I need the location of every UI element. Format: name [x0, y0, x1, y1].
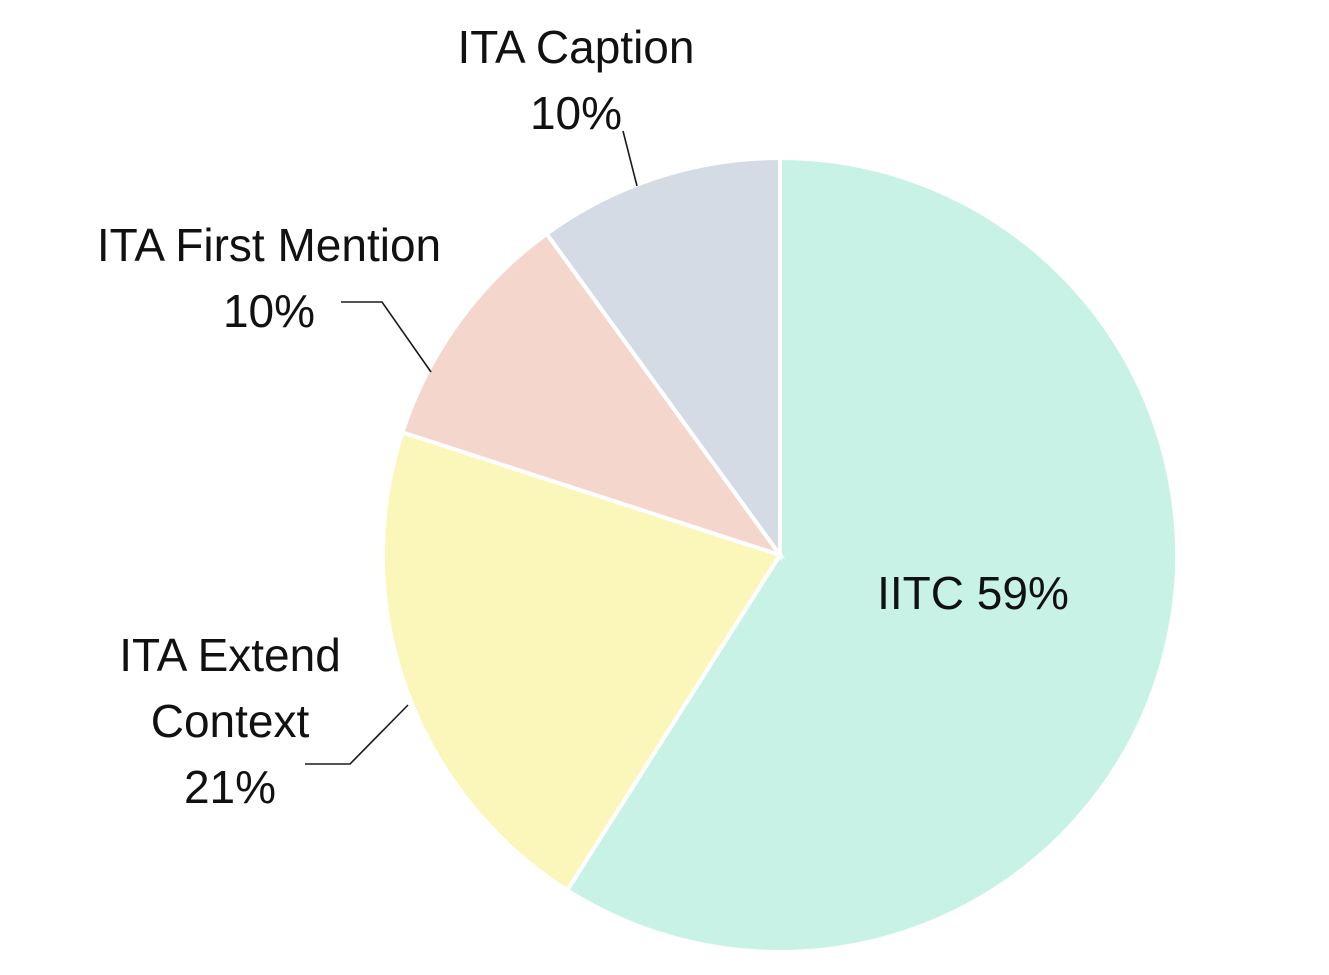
- leader-line-ita-first-mention: [341, 301, 432, 373]
- leader-line-ita-caption: [622, 130, 638, 187]
- data-label-ita-extend-context: ITA Extend Context 21%: [119, 629, 341, 813]
- data-label-line: ITA Extend: [119, 629, 341, 681]
- leader-lines: [305, 130, 638, 765]
- pie-slice-ita-extend-context: [381, 429, 784, 893]
- data-label-line: 10%: [530, 87, 622, 139]
- data-label-line: IITC 59%: [877, 567, 1069, 619]
- data-label-line: ITA Caption: [458, 21, 695, 73]
- data-label-line: 10%: [223, 285, 315, 337]
- data-label-line: ITA First Mention: [97, 219, 441, 271]
- pie-slice-ita-first-mention: [399, 231, 786, 559]
- pie-slices: [381, 155, 1179, 954]
- data-label-line: 21%: [184, 761, 276, 813]
- data-label-iitc: IITC 59%: [877, 567, 1069, 619]
- data-label-ita-first-mention: ITA First Mention 10%: [97, 219, 441, 337]
- pie-slice-iitc: [564, 155, 1179, 954]
- leader-line-ita-extend-context: [305, 704, 409, 765]
- pie-slice-ita-caption: [543, 155, 782, 562]
- data-label-ita-caption: ITA Caption 10%: [458, 21, 695, 139]
- data-label-line: Context: [151, 695, 310, 747]
- data-labels: IITC 59% ITA Extend Context 21% ITA First Me…: [97, 21, 1069, 813]
